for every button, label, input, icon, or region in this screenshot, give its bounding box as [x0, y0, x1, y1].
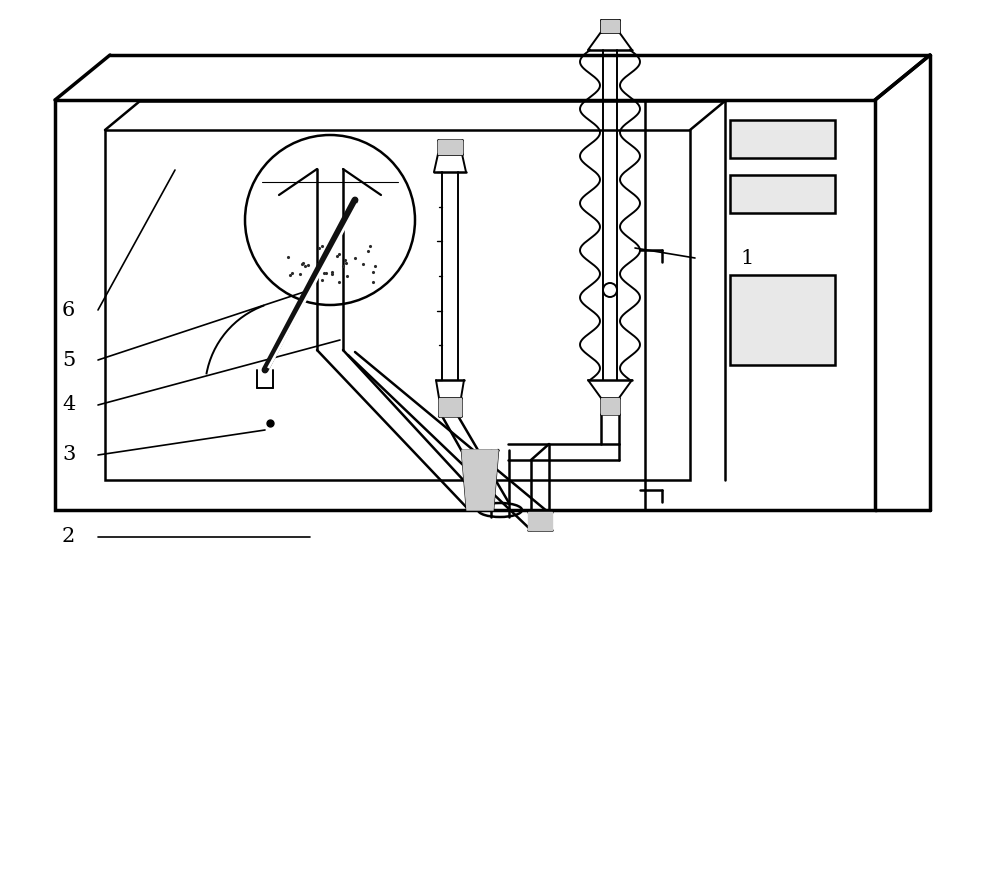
Bar — [105, 130, 690, 480]
Bar — [730, 175, 835, 213]
Bar — [55, 100, 875, 510]
Text: 4: 4 — [62, 396, 75, 414]
Text: 3: 3 — [62, 445, 75, 464]
Polygon shape — [601, 398, 619, 414]
Polygon shape — [438, 140, 462, 154]
Polygon shape — [601, 20, 619, 32]
Text: 1: 1 — [740, 249, 753, 268]
Text: 2: 2 — [62, 527, 75, 547]
Text: 6: 6 — [62, 300, 75, 319]
Polygon shape — [528, 512, 552, 530]
Text: 5: 5 — [62, 350, 75, 370]
Bar — [730, 275, 835, 365]
Bar — [730, 120, 835, 158]
Polygon shape — [439, 398, 461, 416]
Polygon shape — [462, 450, 498, 510]
